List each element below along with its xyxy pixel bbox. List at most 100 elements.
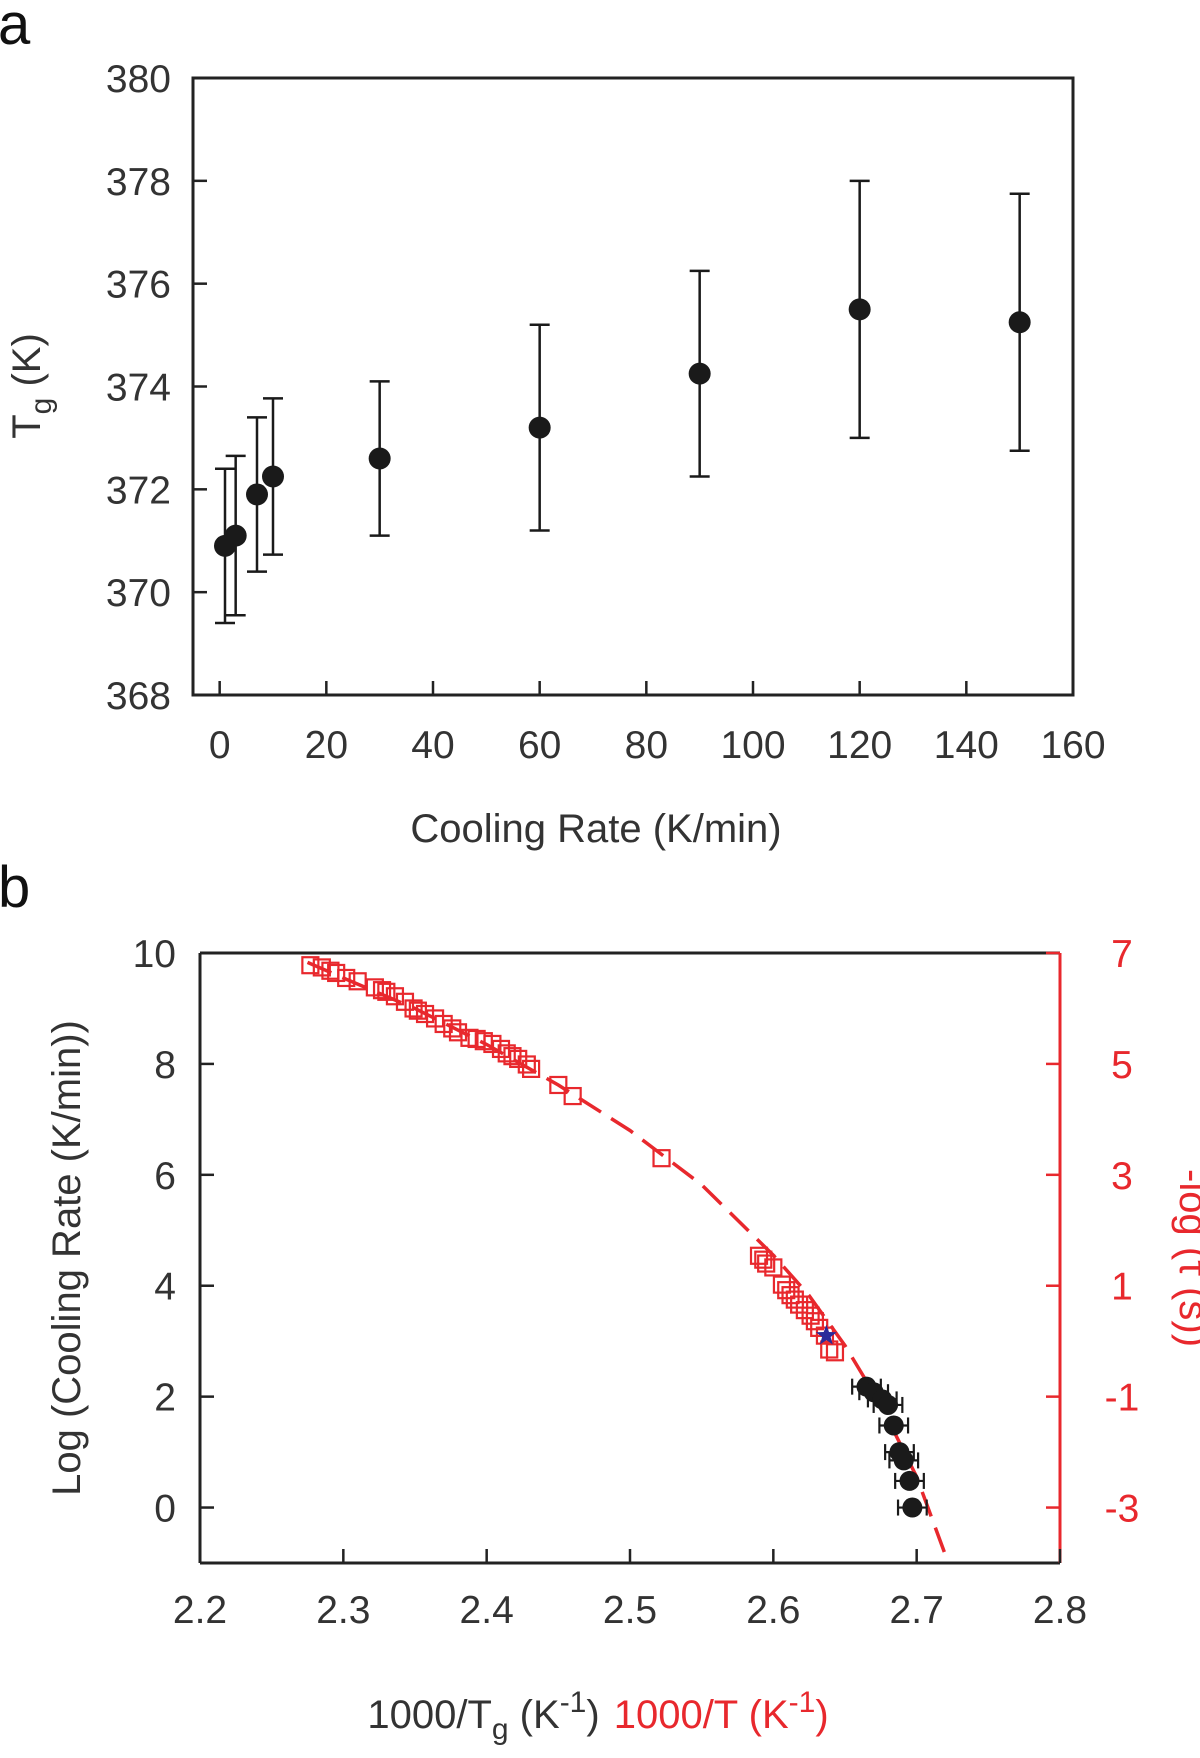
cooling-rate-point xyxy=(893,1450,914,1471)
x-tick-label: 0 xyxy=(209,724,231,767)
panel-a-x-axis-label: Cooling Rate (K/min) xyxy=(410,807,781,851)
fit-curve xyxy=(306,960,947,1556)
x-label-black-sub: g xyxy=(492,1713,509,1746)
tau-square-marker xyxy=(785,1290,804,1309)
x-label-red-sup: -1 xyxy=(789,1686,816,1719)
panel-b-x-ticks: 2.2 2.3 2.4 2.5 2.6 2.7 2.8 xyxy=(173,1549,1087,1632)
tau-square-marker xyxy=(795,1301,814,1320)
panel-b-letter: b xyxy=(0,855,30,920)
x-tick-label: 80 xyxy=(625,724,668,767)
x-tick-label: 60 xyxy=(518,724,561,767)
left-y-tick-label: 10 xyxy=(133,933,176,976)
panel-b-star xyxy=(815,1324,837,1345)
y-tick-label: 378 xyxy=(106,161,171,204)
panel-b-right-y-axis-label: -log (τ (s)) xyxy=(1171,1169,1200,1347)
x-tick-label: 2.6 xyxy=(746,1589,800,1632)
panel-a-plot-frame xyxy=(191,76,1075,697)
tau-square-marker xyxy=(517,1055,536,1074)
tau-square-marker xyxy=(443,1019,462,1038)
x-tick-label: 2.5 xyxy=(603,1589,657,1632)
panel-a-y-ticks: 368 370 372 374 376 378 380 xyxy=(106,58,207,718)
tau-square-marker xyxy=(404,999,423,1018)
x-tick-label: 2.7 xyxy=(890,1589,944,1632)
y-tick-label: 376 xyxy=(106,264,171,307)
x-tick-label: 2.2 xyxy=(173,1589,227,1632)
tau-square-marker xyxy=(805,1312,825,1331)
tau-square-marker xyxy=(348,972,367,991)
x-tick-label: 120 xyxy=(827,724,892,767)
cooling-rate-point xyxy=(899,1470,920,1491)
x-tick-label: 100 xyxy=(720,724,785,767)
x-tick-label: 140 xyxy=(934,724,999,767)
x-label-red-main: 1000/T (K xyxy=(614,1693,789,1737)
data-point xyxy=(1008,311,1031,334)
star-marker xyxy=(815,1324,837,1345)
x-tick-label: 2.3 xyxy=(316,1589,370,1632)
cooling-rate-point xyxy=(902,1497,923,1518)
x-tick-label: 2.4 xyxy=(460,1589,514,1632)
tau-square-marker xyxy=(415,1004,435,1024)
tau-square-marker xyxy=(764,1258,783,1277)
y-tick-label: 368 xyxy=(106,675,171,718)
tau-square-marker xyxy=(448,1023,468,1042)
right-y-tick-label: -3 xyxy=(1105,1488,1140,1531)
tau-square-marker xyxy=(497,1044,516,1063)
left-y-tick-label: 4 xyxy=(154,1266,176,1309)
right-y-tick-label: 5 xyxy=(1111,1044,1133,1087)
tau-square-marker xyxy=(301,956,320,975)
panel-b-chart: b 0 2 4 6 8 10 -3 -1 1 3 5 7 2.2 2.3 2.4 2.5 2.6 2.7 2.8… xyxy=(0,855,1200,1746)
tau-square-marker xyxy=(327,963,346,983)
panel-b-fit-curve xyxy=(306,960,947,1556)
panel-b-left-y-ticks: 0 2 4 6 8 10 xyxy=(133,933,214,1531)
panel-b-cooling-points xyxy=(851,1376,928,1518)
panel-a-y-axis-label: Tg (K) xyxy=(5,333,58,439)
y-tick-label: 370 xyxy=(106,572,171,615)
panel-a-chart: a 368 370 372 374 376 378 380 0 20 40 60 80 100 120 1… xyxy=(0,0,1106,851)
data-point xyxy=(246,483,268,506)
data-point xyxy=(528,416,551,439)
panel-a-letter: a xyxy=(0,0,31,57)
tau-square-marker xyxy=(372,981,392,1000)
x-label-black-sup: -1 xyxy=(560,1686,587,1719)
panel-a-y-label-sub: g xyxy=(25,398,58,415)
tau-square-marker xyxy=(825,1343,845,1362)
x-tick-label: 2.8 xyxy=(1033,1589,1087,1632)
panel-a-x-ticks: 0 20 40 60 80 100 120 140 160 xyxy=(209,681,1106,767)
data-point xyxy=(368,447,391,470)
data-point xyxy=(262,465,284,488)
right-y-tick-label: -1 xyxy=(1105,1377,1140,1420)
y-tick-label: 372 xyxy=(106,469,171,512)
right-y-tick-label: 1 xyxy=(1111,1266,1133,1309)
data-point xyxy=(848,298,871,321)
x-tick-label: 40 xyxy=(411,724,454,767)
tau-square-marker xyxy=(385,987,405,1006)
x-tick-label: 160 xyxy=(1040,724,1105,767)
data-point xyxy=(688,362,711,385)
tau-square-marker xyxy=(521,1059,541,1079)
panel-b-tau-squares xyxy=(301,956,845,1362)
right-y-tick-label: 3 xyxy=(1111,1155,1133,1198)
tau-square-marker xyxy=(815,1326,835,1345)
tau-square-marker xyxy=(563,1086,582,1106)
panel-a-y-label-main: T xyxy=(5,414,49,438)
x-label-black-close: ) xyxy=(586,1693,599,1737)
left-y-tick-label: 6 xyxy=(154,1155,176,1198)
y-tick-label: 374 xyxy=(106,367,171,410)
right-y-tick-label: 7 xyxy=(1111,933,1133,976)
panel-b-left-y-axis-label: Log (Cooling Rate (K/min)) xyxy=(45,1020,89,1496)
panel-b-right-y-ticks: -3 -1 1 3 5 7 xyxy=(1046,933,1139,1531)
tau-square-marker xyxy=(652,1149,671,1168)
left-y-tick-label: 8 xyxy=(154,1044,176,1087)
panel-b-x-axis-label: 1000/Tg (K-1) 1000/T (K-1) xyxy=(367,1686,828,1746)
y-tick-label: 380 xyxy=(106,58,171,101)
tau-square-marker xyxy=(337,968,356,988)
panel-a-y-label-rest: (K) xyxy=(5,333,49,397)
tau-square-marker xyxy=(549,1075,568,1095)
x-label-black-main: 1000/T xyxy=(367,1693,492,1737)
cooling-rate-point xyxy=(878,1394,898,1415)
data-point xyxy=(224,524,247,547)
left-y-tick-label: 2 xyxy=(154,1377,176,1420)
x-tick-label: 20 xyxy=(305,724,348,767)
cooling-rate-point xyxy=(883,1415,904,1436)
